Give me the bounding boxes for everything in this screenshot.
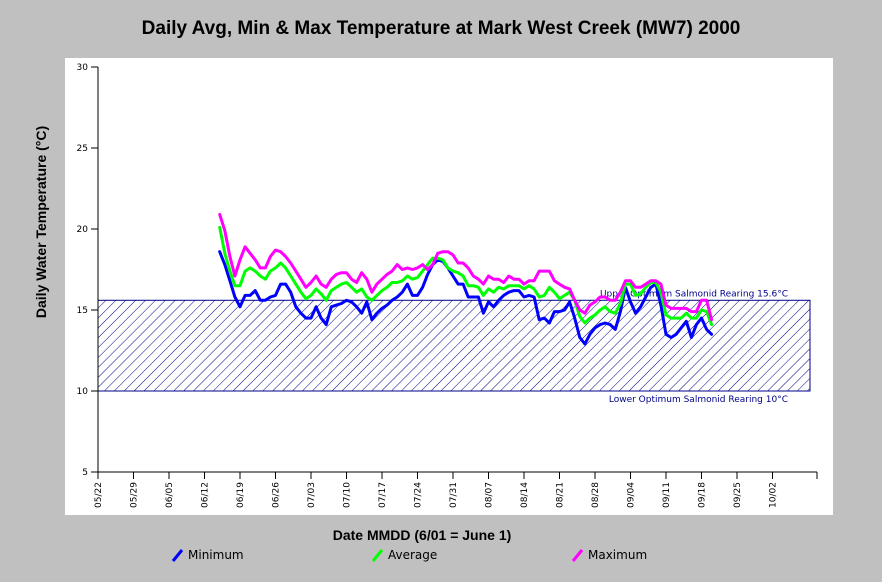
legend-swatch-minimum [171, 549, 184, 562]
x-tick-label: 07/03 [307, 482, 317, 508]
x-tick-label: 05/29 [130, 482, 140, 508]
legend-label-maximum: Maximum [588, 548, 647, 562]
x-axis-title: Date MMDD (6/01 = June 1) [333, 527, 512, 543]
x-tick-label: 09/04 [627, 482, 637, 508]
x-tick-label: 08/28 [591, 482, 601, 508]
x-tick-label: 08/07 [485, 482, 495, 508]
y-tick-label: 30 [77, 63, 89, 73]
legend-swatch-average [371, 549, 384, 562]
x-tick-label: 07/24 [414, 482, 424, 508]
series-maximum-line [218, 212, 714, 322]
x-tick-label: 10/02 [769, 482, 779, 508]
legend-label-average: Average [388, 548, 437, 562]
x-tick-label: 09/25 [733, 482, 743, 508]
legend-label-minimum: Minimum [188, 548, 244, 562]
plot-area [65, 58, 833, 515]
x-tick-label: 06/05 [165, 482, 175, 508]
x-tick-label: 09/11 [662, 482, 672, 508]
y-tick-label: 5 [82, 468, 88, 478]
x-tick-label: 06/12 [201, 482, 211, 508]
x-tick-label: 07/17 [378, 482, 388, 508]
lower-band-label: Lower Optimum Salmonid Rearing 10°C [609, 395, 788, 405]
y-tick-label: 25 [77, 144, 88, 154]
x-tick-label: 07/31 [449, 482, 459, 508]
x-tick-label: 06/19 [236, 482, 246, 508]
y-axis-title: Daily Water Temperature (°C) [33, 126, 49, 318]
y-tick-label: 20 [77, 225, 89, 235]
legend-swatch-maximum [571, 549, 584, 562]
reference-band [97, 299, 811, 392]
x-tick-label: 08/21 [556, 482, 566, 508]
chart-title: Daily Avg, Min & Max Temperature at Mark… [141, 18, 741, 39]
x-tick-label: 06/26 [272, 482, 282, 508]
x-tick-label: 08/14 [520, 482, 530, 508]
x-tick-label: 09/18 [698, 482, 708, 508]
series-minimum-line [218, 250, 714, 346]
x-tick-label: 05/22 [94, 482, 104, 508]
series-average-line [218, 225, 714, 327]
upper-band-label: Upper Optimum Salmonid Rearing 15.6°C [600, 289, 788, 299]
y-tick-label: 10 [77, 387, 89, 397]
x-tick-label: 07/10 [343, 482, 353, 508]
y-tick-label: 15 [77, 306, 88, 316]
